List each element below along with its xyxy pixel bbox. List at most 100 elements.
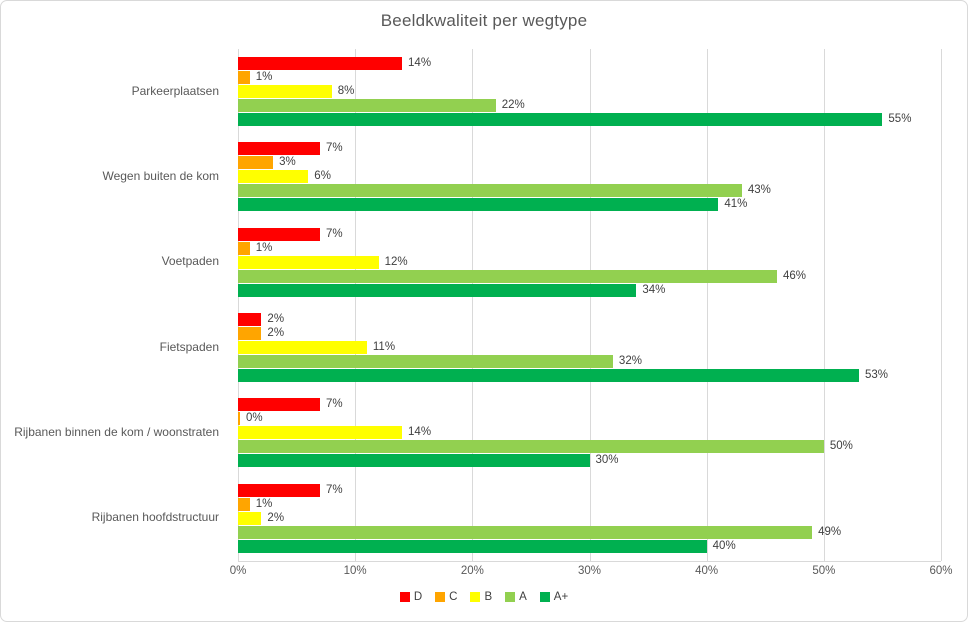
bar-value-label: 30% <box>595 454 619 467</box>
bar-row: 1% <box>238 71 941 85</box>
bar-value-label: 12% <box>384 255 408 268</box>
bar-value-label: 40% <box>712 539 736 552</box>
x-axis: 0% 10% 20% 30% 40% 50% 60% <box>230 565 953 581</box>
bar-value-label: 46% <box>782 269 806 282</box>
bar-value-label: 8% <box>337 85 355 98</box>
x-axis-tick-label: 50% <box>812 565 836 577</box>
bar-groups: 14% 1% 8% 22% 55% 7% 3% 6% 43% 41% 7% 1% 12% 46% 34% 2%… <box>238 49 941 561</box>
bar-B-3 <box>238 341 367 355</box>
x-axis-tick-label: 40% <box>695 565 719 577</box>
bar-row: 7% <box>238 483 941 497</box>
bar-D-3 <box>238 313 262 327</box>
bar-group: 7% 1% 12% 46% 34% <box>238 220 941 305</box>
category-axis: Parkeerplaatsen Wegen buiten de kom Voetpa… <box>1 49 228 561</box>
bar-A-3 <box>238 355 613 369</box>
category-label: Rijbanen hoofdstructuur <box>91 510 219 525</box>
bar-value-label: 6% <box>314 170 331 183</box>
bar-row: 50% <box>238 440 941 454</box>
bar-row: 53% <box>238 369 941 383</box>
legend-swatch-icon <box>470 592 481 602</box>
bar-B-4 <box>238 426 403 440</box>
gridline <box>823 49 825 561</box>
bar-value-label: 14% <box>408 426 432 439</box>
legend-swatch-icon <box>539 592 550 602</box>
x-axis-tick-label: 30% <box>577 565 602 577</box>
legend-label: D <box>413 591 423 603</box>
bar-row: 11% <box>238 341 941 355</box>
bar-value-label: 14% <box>408 57 432 70</box>
bar-C-4 <box>238 412 240 426</box>
category-label: Rijbanen binnen de kom / woonstraten <box>14 425 219 440</box>
bar-row: 32% <box>238 355 941 369</box>
bar-A-4 <box>238 440 824 454</box>
bar-A+-3 <box>238 369 859 383</box>
bar-A+-2 <box>238 283 637 297</box>
bar-row: 30% <box>238 454 941 468</box>
bar-value-label: 7% <box>326 483 343 496</box>
gridline <box>589 49 591 561</box>
bar-row: 49% <box>238 525 941 539</box>
bar-value-label: 1% <box>255 497 273 510</box>
bar-group: 2% 2% 11% 32% 53% <box>238 305 941 390</box>
gridline <box>472 49 474 561</box>
bar-row: 34% <box>238 283 941 297</box>
bar-group: 7% 3% 6% 43% 41% <box>238 134 941 219</box>
bar-B-0 <box>238 85 332 99</box>
bar-row: 55% <box>238 113 941 127</box>
bar-row: 0% <box>238 412 941 426</box>
bar-value-label: 1% <box>255 71 273 84</box>
bar-A+-5 <box>238 539 707 553</box>
bar-A-1 <box>238 184 742 198</box>
bar-C-2 <box>238 241 250 255</box>
bar-value-label: 2% <box>267 313 285 326</box>
category-label: Fietspaden <box>159 339 219 354</box>
chart-title: Beeldkwaliteit per wegtype <box>380 11 588 30</box>
bar-value-label: 55% <box>888 113 912 126</box>
legend-item-B: B <box>470 591 492 603</box>
x-axis-tick-label: 0% <box>229 565 247 577</box>
bar-value-label: 0% <box>246 412 263 425</box>
bar-row: 46% <box>238 269 941 283</box>
bar-group: 7% 1% 2% 49% 40% <box>238 476 941 561</box>
bar-A+-4 <box>238 454 590 468</box>
bar-A+-0 <box>238 113 883 127</box>
bar-row: 22% <box>238 99 941 113</box>
bar-C-1 <box>238 156 274 170</box>
bar-row: 7% <box>238 142 941 156</box>
bar-value-label: 1% <box>255 241 273 254</box>
legend-swatch-icon <box>505 592 516 602</box>
legend-item-A: A <box>505 591 527 603</box>
bar-C-3 <box>238 327 262 341</box>
legend-label: A+ <box>553 591 569 603</box>
x-axis-tick-label: 60% <box>929 565 953 577</box>
bar-value-label: 2% <box>267 511 285 524</box>
gridline <box>238 49 239 561</box>
bar-D-0 <box>238 57 403 71</box>
bar-group: 7% 0% 14% 50% 30% <box>238 390 941 475</box>
bar-row: 12% <box>238 255 941 269</box>
bar-C-0 <box>238 71 250 85</box>
bar-row: 7% <box>238 227 941 241</box>
bar-row: 8% <box>238 85 941 99</box>
bar-row: 7% <box>238 398 941 412</box>
legend-label: C <box>449 591 458 603</box>
legend-swatch-icon <box>399 592 410 602</box>
legend-swatch-icon <box>435 592 446 602</box>
bar-value-label: 7% <box>326 398 343 411</box>
bar-B-5 <box>238 511 262 525</box>
x-axis-tick-label: 20% <box>460 565 484 577</box>
bar-value-label: 34% <box>642 283 666 296</box>
bar-row: 1% <box>238 241 941 255</box>
gridline <box>941 49 942 561</box>
bar-value-label: 11% <box>372 341 396 354</box>
bar-row: 43% <box>238 184 941 198</box>
bar-row: 2% <box>238 327 941 341</box>
bar-A+-1 <box>238 198 719 212</box>
bar-B-2 <box>238 255 379 269</box>
legend-label: A <box>519 591 527 603</box>
legend-item-D: D <box>399 591 423 603</box>
bar-D-5 <box>238 483 321 497</box>
bar-group: 14% 1% 8% 22% 55% <box>238 49 941 134</box>
bar-row: 14% <box>238 57 941 71</box>
legend-item-A+: A+ <box>539 591 569 603</box>
